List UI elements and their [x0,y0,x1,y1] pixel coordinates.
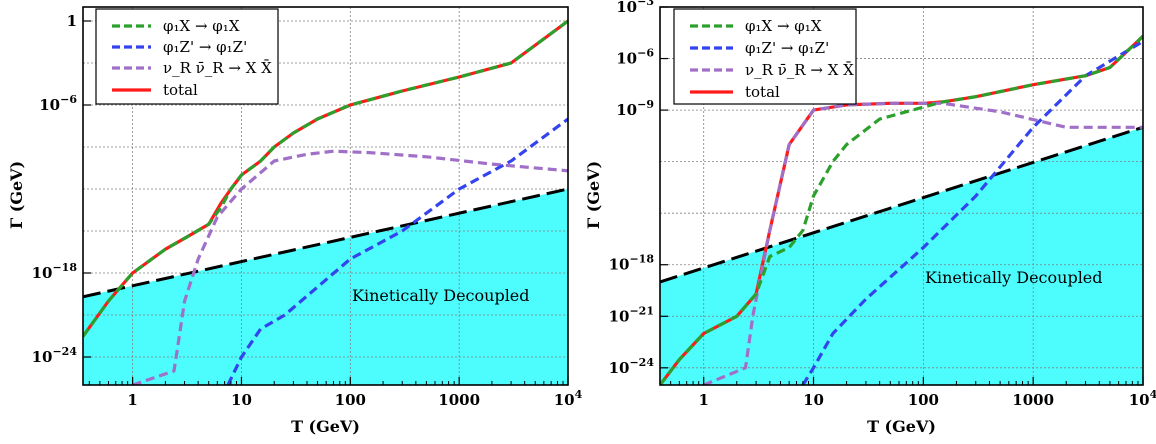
legend-label: ν_R ν̄_R → X X̄ [745,61,854,79]
x-tick-label: 1 [698,391,708,409]
x-tick-label: 10 [231,391,252,409]
x-tick-label: 100 [335,391,366,409]
x-tick-label: 1 [127,391,137,409]
series-line-0 [660,35,1143,385]
x-tick-label: 1000 [438,391,480,409]
decoupled-region [660,127,1143,385]
legend-label: φ₁X → φ₁X [163,17,240,35]
plot-frame [659,6,1144,386]
plot-area [660,7,1143,385]
y-tick-label: 1 [67,12,77,30]
legend-label: total [163,81,198,99]
y-tick-label: 10−6 [616,47,654,68]
panel-left: 1 10 100 1000 104 1 10−6 10−18 10−24 T (GeV) Γ (Ge… [7,6,583,436]
x-tick-label: 1000 [1012,391,1054,409]
y-tick-label: 10−21 [609,304,654,325]
legend-label: total [745,83,780,101]
plot-frame [82,6,569,386]
y-tick-label: 10−18 [609,253,655,274]
x-tick-label: 100 [908,391,939,409]
y-tick-label: 10−24 [32,345,78,366]
series-line-0 [83,19,568,338]
panel-right: 1 10 100 1000 104 10−3 10−6 10−9 10−18 10−21 10−24… [584,0,1156,436]
y-tick-label: 10−18 [32,261,78,282]
x-tick-label: 104 [1129,388,1156,409]
y-tick-label: 10−24 [609,356,655,377]
y-tick-label: 10−6 [39,93,77,114]
legend-label: ν_R ν̄_R → X X̄ [163,59,272,77]
y-axis-label: Γ (GeV) [584,161,603,229]
series-line-1 [226,117,568,385]
x-tick-label: 104 [554,388,583,409]
legend: φ₁X → φ₁X φ₁Z' → φ₁Z' ν_R ν̄_R → X X̄ total [673,8,857,105]
legend: φ₁X → φ₁X φ₁Z' → φ₁Z' ν_R ν̄_R → X X̄ total [95,8,279,105]
legend-label: φ₁Z' → φ₁Z' [163,38,247,56]
region-label: Kinetically Decoupled [352,286,530,305]
decoupled-region [83,189,568,385]
y-tick-label: 10−3 [616,0,654,16]
plot-area [83,7,568,385]
decoupling-boundary-line [83,187,568,299]
series-line-1 [801,40,1143,385]
region-label: Kinetically Decoupled [925,268,1103,287]
series-line-2 [132,149,568,385]
legend-label: φ₁Z' → φ₁Z' [745,39,829,57]
y-axis-label: Γ (GeV) [7,161,26,229]
series-line-2 [703,101,1143,385]
x-axis-label: T (GeV) [867,417,936,436]
x-tick-label: 10 [803,391,824,409]
y-tick-label: 10−9 [616,98,654,119]
x-axis-label: T (GeV) [291,417,360,436]
decoupling-boundary-line [660,125,1143,284]
legend-label: φ₁X → φ₁X [745,17,822,35]
